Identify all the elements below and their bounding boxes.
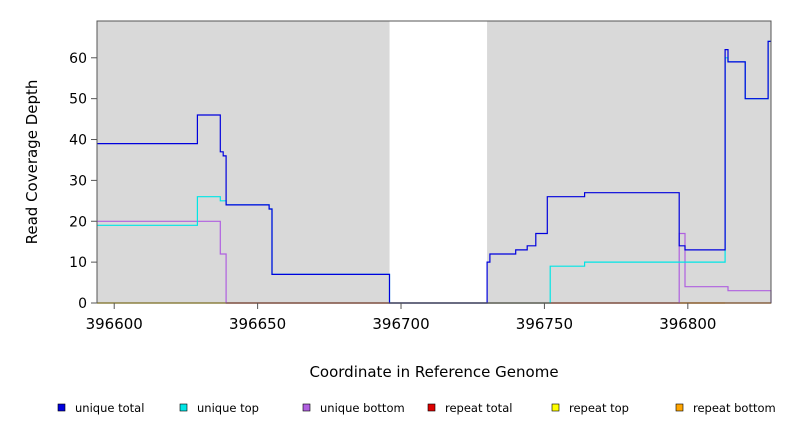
- legend: unique total unique top unique bottom repea…: [57, 401, 776, 415]
- axis-ticks: 396600 396650 396700 396750 396800 0 10 20 30 40 5…: [69, 51, 716, 333]
- x-tick-label: 396800: [659, 315, 716, 333]
- y-axis-label: Read Coverage Depth: [23, 80, 41, 245]
- x-tick-label: 396700: [372, 315, 429, 333]
- legend-label-repeat-top: repeat top: [569, 401, 629, 415]
- shaded-region-1: [97, 21, 390, 303]
- legend-swatch-unique-top: [179, 403, 188, 412]
- y-tick-label: 30: [69, 173, 87, 189]
- shaded-region-2: [487, 21, 771, 303]
- legend-label-repeat-bottom: repeat bottom: [693, 401, 776, 415]
- y-tick-label: 50: [69, 92, 87, 108]
- legend-label-repeat-total: repeat total: [445, 401, 512, 415]
- x-axis-label: Coordinate in Reference Genome: [309, 363, 558, 381]
- x-tick-label: 396600: [86, 315, 143, 333]
- legend-swatch-repeat-total: [427, 403, 436, 412]
- legend-swatch-unique-total: [57, 403, 66, 412]
- y-tick-label: 60: [69, 51, 87, 67]
- y-tick-label: 20: [69, 214, 87, 230]
- y-tick-label: 40: [69, 133, 87, 149]
- y-tick-label: 0: [78, 296, 87, 312]
- plot-frame: [96, 20, 772, 304]
- series-line-unique-total: [97, 40, 771, 304]
- x-tick-label: 396650: [229, 315, 286, 333]
- legend-swatch-unique-bottom: [302, 403, 311, 412]
- plot-background: [97, 21, 771, 303]
- legend-swatch-repeat-bottom: [675, 403, 684, 412]
- y-tick-label: 10: [69, 255, 87, 271]
- legend-swatch-repeat-top: [551, 403, 560, 412]
- legend-label-unique-top: unique top: [197, 401, 259, 415]
- x-tick-label: 396750: [516, 315, 573, 333]
- legend-label-unique-total: unique total: [75, 401, 144, 415]
- legend-label-unique-bottom: unique bottom: [320, 401, 405, 415]
